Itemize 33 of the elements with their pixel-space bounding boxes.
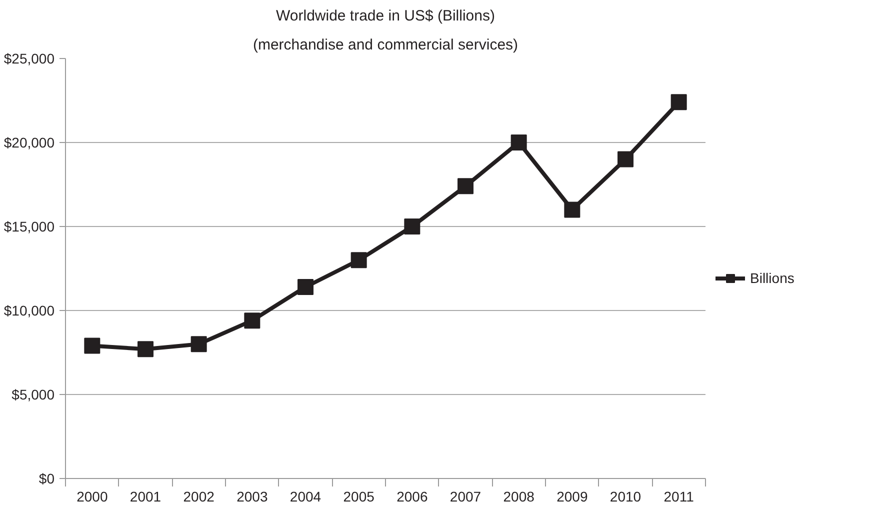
- point: [138, 341, 154, 358]
- point: [404, 218, 420, 234]
- point: [244, 312, 260, 329]
- x-tick-label: 2002: [183, 488, 215, 504]
- x-tick-label: 2010: [610, 488, 642, 504]
- y-tick-label: $10,000: [4, 302, 55, 318]
- y-tick-label: $25,000: [4, 50, 55, 66]
- x-tick-label: 2006: [396, 488, 428, 504]
- point: [350, 252, 367, 268]
- point: [84, 338, 100, 354]
- y-tick-label: $15,000: [4, 218, 55, 234]
- x-tick-label: 2004: [290, 488, 322, 504]
- x-tick-label: 2005: [343, 488, 375, 504]
- point: [618, 151, 634, 168]
- x-tick-label: 2011: [664, 488, 694, 504]
- y-tick-label: $5,000: [12, 386, 55, 402]
- y-tick-label: $20,000: [4, 134, 55, 150]
- point: [458, 178, 474, 194]
- point: [670, 94, 687, 110]
- x-tick-label: 2003: [236, 488, 268, 504]
- point: [564, 202, 580, 218]
- x-tick-label: 2008: [503, 488, 535, 504]
- chart-subtitle: (merchandise and commercial services): [252, 36, 518, 54]
- chart-title: Worldwide trade in US$ (Billions): [276, 8, 495, 24]
- point: [298, 278, 314, 295]
- point: [510, 134, 527, 150]
- y-tick-label: $0: [38, 470, 55, 486]
- x-tick-label: 2001: [130, 488, 162, 504]
- x-tick-label: 2009: [556, 488, 588, 504]
- legend-label: Billions: [750, 270, 794, 286]
- x-tick-label: 2007: [450, 488, 482, 504]
- point: [190, 336, 207, 352]
- x-tick-label: 2000: [76, 488, 108, 504]
